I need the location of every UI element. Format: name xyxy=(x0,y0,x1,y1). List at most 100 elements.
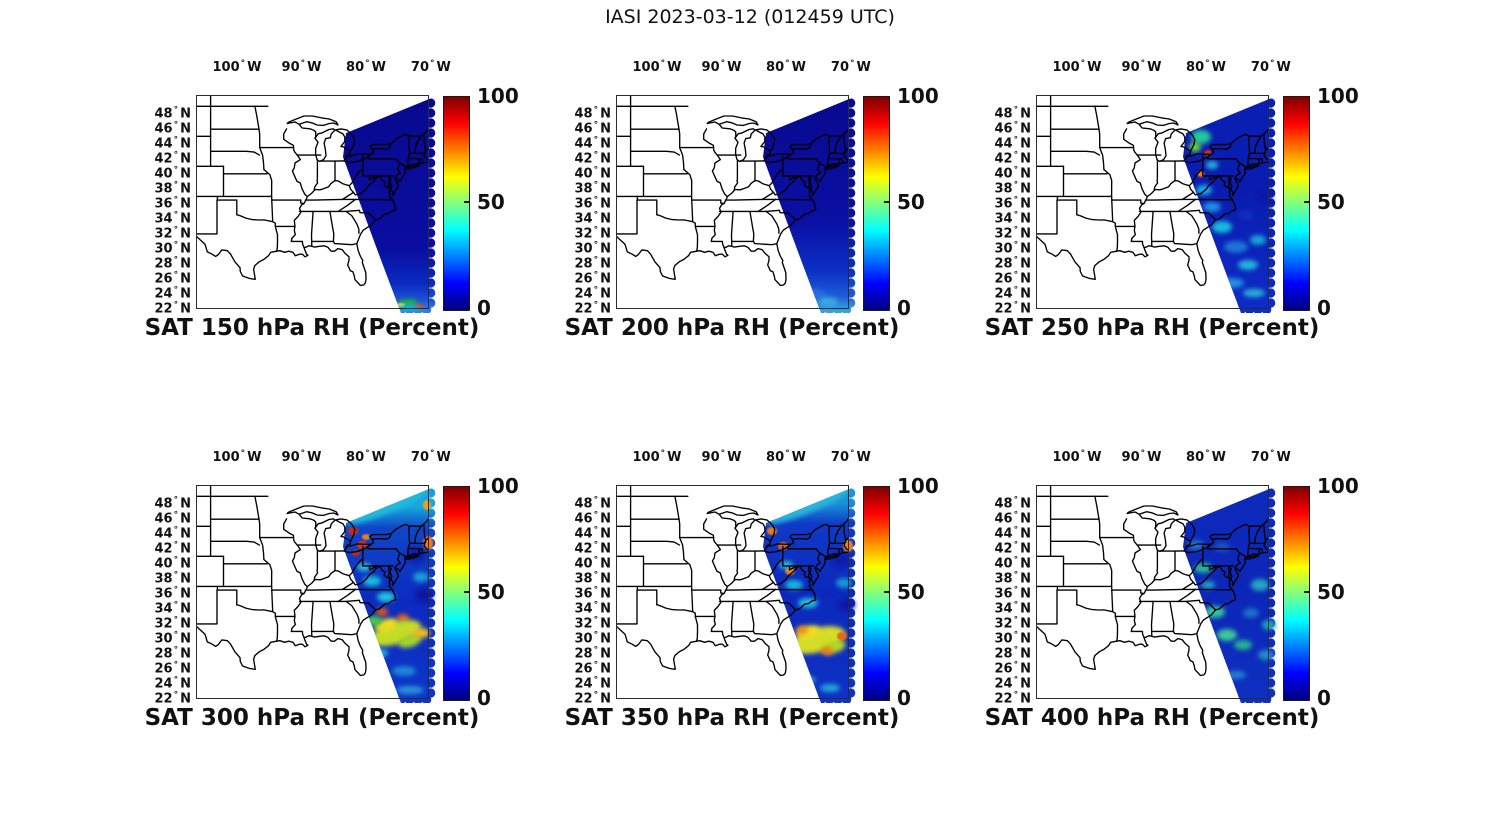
degree-symbol: ° xyxy=(660,59,666,69)
colorbar-tick-label: 100 xyxy=(897,84,939,108)
lat-tick-label: 46° N xyxy=(154,120,191,137)
degree-symbol: ° xyxy=(173,195,179,206)
lon-tick-label: 90° W xyxy=(701,449,742,465)
lon-tick-label: 80° W xyxy=(1186,59,1226,75)
state-boundaries xyxy=(616,95,849,287)
lat-tick-label: 26° N xyxy=(574,660,611,677)
degree-symbol: ° xyxy=(1013,285,1019,296)
degree-symbol: ° xyxy=(173,285,179,296)
degree-symbol: ° xyxy=(593,225,599,236)
colorbar-tick-label: 100 xyxy=(1317,84,1359,108)
lat-tick-label: 28° N xyxy=(154,255,191,272)
colorbar-tick-label: 100 xyxy=(897,474,939,498)
colorbar-tick-label: 0 xyxy=(1317,296,1331,320)
degree-symbol: ° xyxy=(173,105,179,116)
lon-tick-label: 100° W xyxy=(212,59,262,75)
degree-symbol: ° xyxy=(173,615,179,626)
colorbar-tick-label: 0 xyxy=(897,296,911,320)
degree-symbol: ° xyxy=(173,510,179,521)
degree-symbol: ° xyxy=(173,255,179,266)
panel-title: SAT 400 hPa RH (Percent) xyxy=(984,705,1320,731)
degree-symbol: ° xyxy=(593,675,599,686)
lat-tick-label: 24° N xyxy=(154,675,191,692)
lat-tick-label: 24° N xyxy=(154,285,191,302)
lat-tick-label: 22° N xyxy=(574,690,611,707)
lat-tick-label: 40° N xyxy=(154,165,191,182)
lat-tick-label: 44° N xyxy=(154,525,191,542)
lat-tick-label: 40° N xyxy=(154,555,191,572)
state-boundaries xyxy=(196,485,429,677)
degree-symbol: ° xyxy=(173,135,179,146)
lon-tick-label: 90° W xyxy=(281,59,322,75)
degree-symbol: ° xyxy=(1013,615,1019,626)
degree-symbol: ° xyxy=(1013,105,1019,116)
degree-symbol: ° xyxy=(1013,195,1019,206)
degree-symbol: ° xyxy=(593,105,599,116)
lat-tick-label: 26° N xyxy=(154,270,191,287)
lat-tick-label: 38° N xyxy=(994,570,1031,587)
state-boundaries xyxy=(1036,485,1269,677)
degree-symbol: ° xyxy=(593,510,599,521)
lon-tick-label: 100° W xyxy=(1052,449,1102,465)
lat-tick-label: 42° N xyxy=(574,150,611,167)
colorbar-tick-label: 50 xyxy=(477,580,505,604)
degree-symbol: ° xyxy=(1140,59,1146,69)
degree-symbol: ° xyxy=(593,600,599,611)
colorbar-tick-label: 50 xyxy=(1317,190,1345,214)
lat-tick-label: 32° N xyxy=(574,225,611,242)
degree-symbol: ° xyxy=(593,270,599,281)
lon-tick-label: 100° W xyxy=(212,449,262,465)
degree-symbol: ° xyxy=(1013,645,1019,656)
degree-symbol: ° xyxy=(173,690,179,701)
degree-symbol: ° xyxy=(593,150,599,161)
lat-tick-label: 34° N xyxy=(154,600,191,617)
degree-symbol: ° xyxy=(1270,449,1275,459)
degree-symbol: ° xyxy=(593,570,599,581)
degree-symbol: ° xyxy=(173,660,179,671)
degree-symbol: ° xyxy=(593,645,599,656)
lon-tick-label: 80° W xyxy=(1186,449,1226,465)
degree-symbol: ° xyxy=(850,449,855,459)
lon-tick-label: 70° W xyxy=(1250,449,1291,465)
colorbar xyxy=(1283,96,1310,311)
degree-symbol: ° xyxy=(593,690,599,701)
degree-symbol: ° xyxy=(173,630,179,641)
degree-symbol: ° xyxy=(1013,690,1019,701)
lon-tick-label: 90° W xyxy=(1121,59,1162,75)
degree-symbol: ° xyxy=(1013,555,1019,566)
colorbar-tick-label: 0 xyxy=(477,296,491,320)
panel-sat-300: 100° W 90° W 80° W 70° W 48° N 46° N 44° N 42° N 40° N 38°… xyxy=(145,449,616,815)
colorbar-tick-label: 100 xyxy=(477,84,519,108)
degree-symbol: ° xyxy=(173,240,179,251)
degree-symbol: ° xyxy=(593,210,599,221)
degree-symbol: ° xyxy=(720,59,726,69)
lat-tick-label: 22° N xyxy=(154,690,191,707)
lon-tick-label: 70° W xyxy=(410,59,451,75)
degree-symbol: ° xyxy=(240,59,246,69)
satellite-swath xyxy=(343,487,436,703)
lat-tick-label: 42° N xyxy=(154,150,191,167)
lat-tick-label: 28° N xyxy=(994,645,1031,662)
lat-tick-label: 26° N xyxy=(574,270,611,287)
lat-tick-label: 34° N xyxy=(574,210,611,227)
degree-symbol: ° xyxy=(173,180,179,191)
lat-tick-label: 34° N xyxy=(994,210,1031,227)
degree-symbol: ° xyxy=(593,135,599,146)
colorbar-tick-label: 100 xyxy=(477,474,519,498)
lat-tick-label: 36° N xyxy=(994,585,1031,602)
lat-tick-label: 46° N xyxy=(994,510,1031,527)
degree-symbol: ° xyxy=(1013,135,1019,146)
degree-symbol: ° xyxy=(1013,585,1019,596)
degree-symbol: ° xyxy=(1013,255,1019,266)
lat-tick-label: 40° N xyxy=(994,165,1031,182)
lat-tick-label: 24° N xyxy=(574,285,611,302)
map-panel-150hpa xyxy=(196,95,436,313)
lat-tick-label: 34° N xyxy=(994,600,1031,617)
lon-tick-label: 80° W xyxy=(766,449,806,465)
lat-tick-label: 36° N xyxy=(154,585,191,602)
lat-tick-label: 30° N xyxy=(154,240,191,257)
map-panel-400hpa xyxy=(1036,485,1276,703)
lon-tick-label: 70° W xyxy=(410,449,451,465)
colorbar xyxy=(863,486,890,701)
lon-tick-label: 70° W xyxy=(830,449,871,465)
